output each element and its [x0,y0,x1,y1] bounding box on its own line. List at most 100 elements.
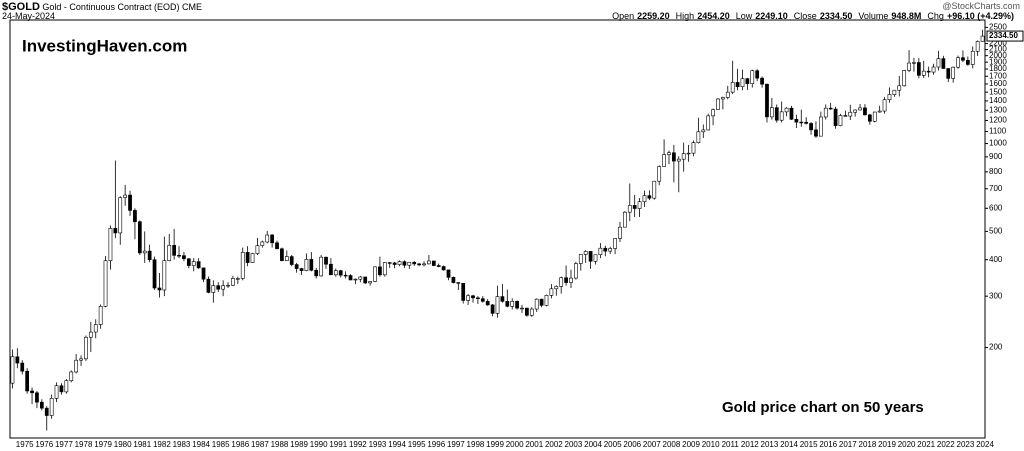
candle-body [226,284,230,287]
y-tick-label: 1800 [989,64,1007,73]
candle-body [123,194,128,198]
x-tick-label: 1986 [231,440,249,449]
candle-body [201,267,206,280]
x-tick-label: 1991 [329,440,347,449]
candle-body [907,62,911,71]
candle-body [412,261,417,265]
y-tick-label: 700 [989,184,1003,193]
candle-body [64,380,69,393]
candle-body [343,274,348,277]
candle-body [510,301,515,307]
x-tick-label: 2006 [623,440,641,449]
candle-body [916,62,921,76]
candle-body [74,359,79,373]
candle-body [407,261,412,266]
x-tick-label: 2000 [506,440,524,449]
candle-body [627,205,632,213]
candle-body [608,248,613,252]
candle-body [549,288,554,296]
candle-body [378,266,382,276]
candle-body [897,85,902,91]
candle-body [755,70,760,79]
y-tick-label: 2100 [989,45,1007,54]
candle-body [284,256,289,261]
candle-body [559,277,564,287]
x-tick-label: 2022 [937,440,955,449]
x-tick-label: 1982 [153,440,171,449]
candle-body [392,262,397,265]
candle-body [182,255,186,260]
x-tick-label: 1997 [447,440,465,449]
candle-body [162,260,167,291]
x-tick-label: 1998 [467,440,485,449]
x-tick-label: 2008 [663,440,681,449]
candle-body [554,286,559,290]
candle-body [637,201,642,209]
y-tick-label: 1100 [989,127,1007,136]
candle-body [196,261,201,269]
candle-body [701,129,706,133]
candle-body [142,250,147,254]
candle-body [216,285,221,290]
candle-body [10,356,15,384]
candle-body [961,57,965,61]
candle-body [191,261,196,266]
x-tick-label: 1994 [388,440,406,449]
x-tick-label: 2004 [584,440,602,449]
x-tick-label: 2012 [741,440,759,449]
candle-body [936,58,941,68]
candle-body [280,248,284,261]
candle-body [598,247,603,256]
candle-body [676,158,681,162]
candle-body [823,107,828,118]
candle-body [980,35,985,42]
candle-body [583,251,588,255]
candle-body [779,111,784,121]
x-tick-label: 2024 [976,440,994,449]
candle-body [529,308,534,316]
price-label-box [986,30,1024,42]
candle-body [30,390,34,394]
candle-body [186,258,191,266]
candle-body [603,247,608,252]
candle-body [804,121,809,124]
candle-body [505,301,510,307]
candle-body [397,261,402,265]
y-tick-label: 1400 [989,96,1007,105]
candle-body [35,392,39,403]
candle-body [495,296,500,314]
stats: Open 2259.20 High 2454.20 Low 2249.10 Close 233… [612,11,1020,21]
y-tick-label: 500 [989,227,1003,236]
x-tick-label: 1996 [427,440,445,449]
x-tick-label: 1979 [94,440,112,449]
candle-body [358,276,363,280]
x-tick-label: 2020 [898,440,916,449]
y-tick-label: 600 [989,203,1003,212]
candle-body [828,107,833,110]
candle-body [128,194,132,211]
candle-body [59,385,64,393]
stat-value: +96.10 (+4.29%) [946,11,1014,21]
candle-body [348,275,353,281]
candle-body [706,115,711,131]
candle-body [745,78,750,84]
candle-body [872,111,877,122]
stat-label: Volume [858,11,889,21]
y-tick-label: 400 [989,255,1003,264]
candle-body [44,407,49,416]
x-tick-label: 2009 [682,440,700,449]
candle-body [108,228,113,261]
candle-body [814,129,818,137]
y-tick-label: 1700 [989,71,1007,80]
stat-label: High [675,11,695,21]
stat-value: 2249.10 [755,11,788,21]
candle-body [147,250,152,261]
candle-body [926,70,931,73]
candle-body [417,263,421,266]
candle-body [863,107,867,116]
candle-body [525,307,529,316]
stat-value: 2454.20 [697,11,730,21]
candle-body [152,259,157,289]
annotation: Gold price chart on 50 years [722,399,924,416]
x-tick-label: 1978 [75,440,93,449]
